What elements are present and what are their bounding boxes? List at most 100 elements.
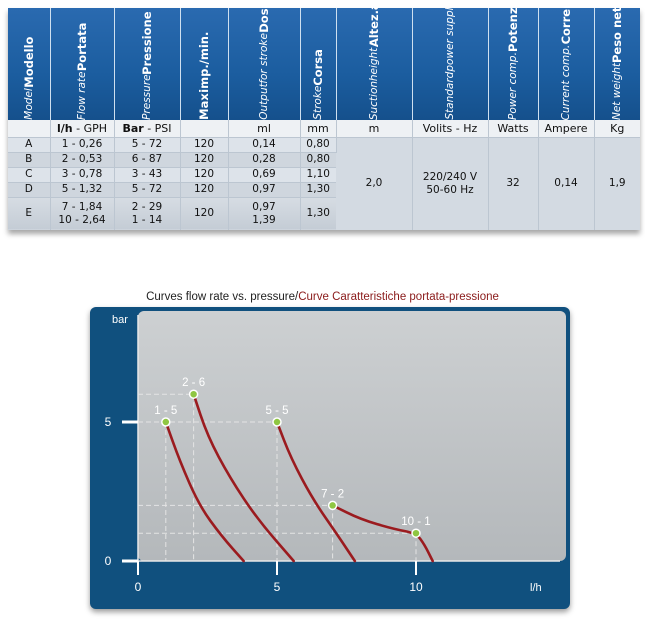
y-tick-label: 0 [105, 554, 112, 568]
unit-cell: Volits - Hz [412, 120, 489, 137]
chart-panel: bar l/h 0 5 0 5 10 1 - 5 2 - 6 5 - 5 7 - 2 10 - 1 [90, 307, 570, 609]
header-label-it: Pressione [140, 11, 154, 75]
header-label-it: Portata [75, 22, 89, 72]
column-header-5: Stroke Corsa [300, 8, 337, 120]
column-header-1: Flow rate Portata [50, 8, 115, 120]
y-axis-label: bar [112, 314, 128, 326]
cell-weight: 1,9 [594, 136, 640, 230]
header-label-it: Modello [21, 37, 36, 89]
cell-output: 0,14 [228, 136, 301, 152]
cell-flow: 3 - 0,78 [50, 166, 115, 182]
unit-cell: mm [300, 120, 337, 137]
data-point-label: 1 - 5 [154, 405, 177, 417]
header-label-it: aspiraz. [367, 0, 381, 10]
chart-title: Curves flow rate vs. pressure/Curve Cara… [0, 291, 645, 303]
cell-output: 0,97 [228, 181, 301, 197]
cell-power: 32 [488, 136, 539, 230]
header-label-en: Stroke [312, 85, 324, 120]
unit-cell: Bar - PSI [114, 120, 181, 137]
cell-model: E [8, 196, 51, 230]
header-label-en: Output [258, 83, 270, 120]
cell-flow: 7 - 1,84 10 - 2,64 [50, 196, 115, 230]
unit-text: ml [257, 121, 271, 135]
cell-stroke: 1,30 [300, 181, 336, 197]
cell-flow: 2 - 0,53 [50, 151, 115, 167]
spec-table: Model Modello Flow rate Portata Pressure Pres… [8, 0, 640, 230]
cell-output: 0,28 [228, 151, 301, 167]
header-label-en: Standard [444, 72, 456, 120]
data-point-label: 10 - 1 [401, 516, 430, 528]
unit-cell: m [336, 120, 413, 137]
data-point-marker [188, 389, 199, 399]
cell-pressure: 5 - 72 [114, 136, 181, 152]
chart-title-italian: Curve Caratteristiche portata-pressione [298, 291, 499, 303]
cell-max: 120 [180, 136, 229, 152]
unit-bold: Bar [122, 121, 144, 135]
x-tick-label: 5 [274, 580, 281, 594]
column-header-10: Net weight Peso netto [594, 0, 640, 120]
unit-text: m [368, 121, 380, 135]
unit-text: Kg [610, 121, 625, 135]
data-point-marker [161, 417, 171, 427]
plot-area [138, 311, 566, 561]
cell-stroke: 1,10 [300, 166, 336, 182]
curve-0 [164, 420, 245, 563]
unit-cell: Ampere [538, 120, 595, 137]
unit-cell [180, 120, 229, 137]
data-point-marker [327, 500, 338, 511]
cell-model: D [8, 181, 51, 197]
unit-cell: ml [228, 120, 301, 137]
cell-power-supply: 220/240 V 50-60 Hz [412, 136, 489, 230]
header-label-en: Pressure [141, 74, 153, 120]
table-header-row: Model Modello Flow rate Portata Pressure Pres… [8, 0, 640, 120]
x-axis-label: l/h [530, 582, 542, 594]
cell-max: 120 [180, 181, 229, 197]
cell-output: 0,69 [228, 166, 301, 182]
cell-pressure: 2 - 29 1 - 14 [114, 196, 181, 230]
header-label-en: Power comp. [507, 52, 519, 120]
header-label-en: Model [22, 88, 35, 120]
header-label-it: Corrente ass. [559, 0, 573, 45]
header-label-en: for stroke [258, 32, 270, 84]
column-header-2: Pressure Pressione [114, 8, 181, 120]
x-tick-label: 0 [135, 580, 142, 594]
header-label-en: Flow rate [76, 71, 88, 120]
cell-max: 120 [180, 151, 229, 167]
data-point-marker [411, 528, 421, 538]
cell-max: 120 [180, 196, 229, 230]
cell-flow: 5 - 1,32 [50, 181, 115, 197]
data-point-label: 2 - 6 [182, 377, 205, 389]
header-label-it: Altez. [367, 10, 381, 48]
cell-current: 0,14 [538, 136, 595, 230]
cell-stroke: 0,80 [300, 136, 337, 152]
header-label-it: Peso netto [610, 0, 625, 63]
cell-model: B [8, 151, 51, 167]
unit-cell: l/h - GPH [50, 120, 115, 137]
cell-suction: 2,0 [336, 136, 413, 230]
header-label-en: Suction [368, 80, 380, 120]
cell-max: 120 [180, 166, 229, 182]
unit-bold: l/h [56, 121, 73, 135]
header-label-it: Max [197, 93, 211, 120]
y-tick-label: 5 [105, 415, 112, 429]
curve-3 [331, 504, 434, 563]
unit-text: - GPH [72, 121, 108, 135]
unit-cell: Kg [594, 120, 640, 137]
curve-1 [192, 392, 295, 563]
unit-cell [8, 120, 51, 137]
column-header-3: Max imp./min. [180, 8, 229, 120]
cell-stroke: 0,80 [300, 151, 336, 167]
x-tick-label: 10 [409, 580, 423, 594]
cell-output: 0,97 1,39 [228, 196, 301, 230]
unit-cell: Watts [488, 120, 539, 137]
chart-title-english: Curves flow rate vs. pressure/ [146, 291, 299, 303]
header-label-it: Potenza ass. [506, 0, 520, 53]
header-label-en: height [368, 47, 380, 81]
data-point-label: 7 - 2 [321, 488, 344, 500]
